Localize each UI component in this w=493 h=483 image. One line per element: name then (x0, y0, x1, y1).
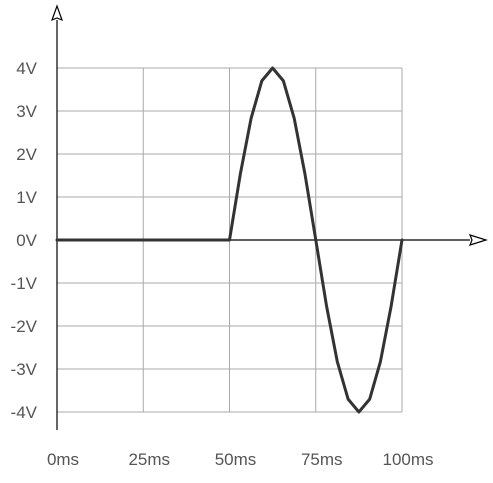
y-tick-label-7: -3V (11, 360, 38, 379)
x-tick-label-3: 75ms (301, 450, 343, 469)
x-axis-arrow-icon (468, 234, 489, 246)
y-tick-label-0: 4V (16, 59, 37, 78)
y-tick-label-2: 2V (16, 145, 37, 164)
x-tick-labels: 0ms 25ms 50ms 75ms 100ms (47, 450, 434, 469)
series-group (55, 66, 404, 414)
y-tick-label-8: -4V (11, 403, 38, 422)
series-line-0 (55, 66, 404, 414)
y-tick-label-6: -2V (11, 317, 38, 336)
x-tick-label-4: 100ms (382, 450, 433, 469)
axes (50, 4, 489, 430)
y-tick-labels: 4V 3V 2V 1V 0V -1V -2V -3V -4V (11, 59, 38, 422)
y-axis-arrow-icon (50, 4, 64, 22)
x-tick-label-1: 25ms (128, 450, 170, 469)
y-tick-label-5: -1V (11, 274, 38, 293)
y-tick-label-4: 0V (16, 231, 37, 250)
grid (57, 67, 403, 413)
x-tick-label-0: 0ms (47, 450, 79, 469)
x-tick-label-2: 50ms (215, 450, 257, 469)
y-tick-label-3: 1V (16, 188, 37, 207)
y-tick-label-1: 3V (16, 102, 37, 121)
